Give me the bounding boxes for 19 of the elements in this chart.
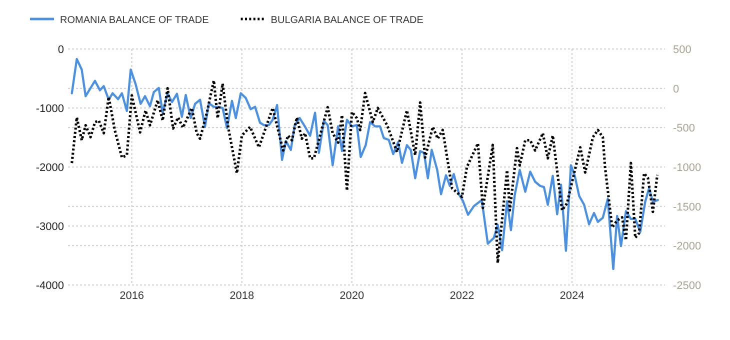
x-tick-label: 2024 [560, 290, 584, 302]
y-tick-label: -3000 [36, 221, 64, 233]
y2-tick-label: -1500 [673, 201, 702, 214]
y-tick-label: -4000 [36, 280, 64, 292]
x-tick-label: 2020 [340, 290, 364, 302]
x-tick-label: 2018 [230, 290, 254, 302]
y2-tick-label: -2000 [673, 240, 702, 253]
y2-tick-label: -1000 [673, 162, 702, 174]
y2-tick-label: 500 [673, 44, 692, 56]
y2-tick-label: 0 [673, 83, 680, 96]
y2-tick-label: -500 [673, 122, 696, 135]
y2-tick-label: -2500 [673, 280, 702, 292]
legend-label: BULGARIA BALANCE OF TRADE [270, 15, 424, 26]
legend-label: ROMANIA BALANCE OF TRADE [60, 15, 210, 26]
y-tick-label: -1000 [36, 103, 64, 115]
y-tick-label: -2000 [36, 162, 64, 174]
x-tick-label: 2022 [450, 290, 474, 302]
y-tick-label: 0 [58, 44, 64, 56]
x-tick-label: 2016 [120, 290, 144, 302]
